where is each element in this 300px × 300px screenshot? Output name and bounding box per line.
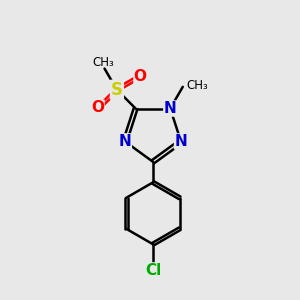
Text: O: O [134, 69, 147, 84]
Text: N: N [164, 101, 177, 116]
Text: CH₃: CH₃ [186, 79, 208, 92]
Text: N: N [175, 134, 187, 149]
Text: S: S [111, 81, 123, 99]
Text: O: O [91, 100, 104, 115]
Text: Cl: Cl [145, 262, 161, 278]
Text: CH₃: CH₃ [92, 56, 114, 69]
Text: N: N [118, 134, 131, 149]
